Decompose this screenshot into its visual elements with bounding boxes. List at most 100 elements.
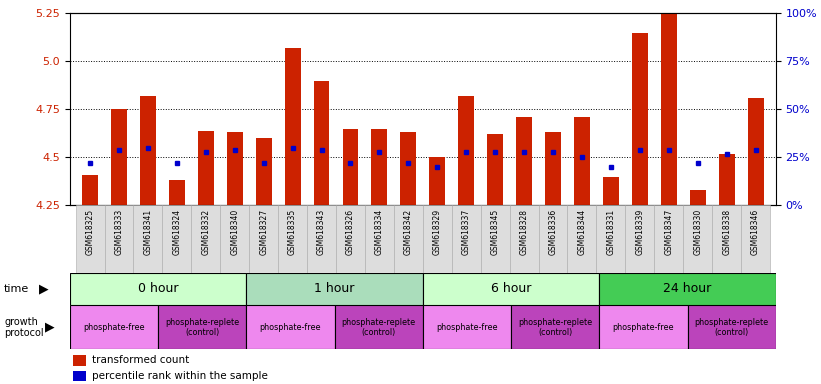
Bar [539, 205, 567, 273]
Bar [365, 205, 394, 273]
Text: GSM618328: GSM618328 [520, 209, 529, 255]
Text: GSM618336: GSM618336 [548, 209, 557, 255]
Text: GSM618335: GSM618335 [288, 209, 297, 255]
Bar [480, 205, 510, 273]
Bar [423, 273, 599, 305]
Bar [191, 205, 220, 273]
Bar [545, 132, 561, 205]
Text: GSM618346: GSM618346 [751, 209, 760, 255]
Bar [603, 177, 619, 205]
Bar [487, 134, 503, 205]
Bar [654, 205, 683, 273]
Text: GSM618340: GSM618340 [230, 209, 239, 255]
Bar [690, 190, 706, 205]
Bar [169, 180, 185, 205]
Text: 24 hour: 24 hour [663, 283, 712, 295]
Text: ▶: ▶ [45, 321, 55, 334]
Text: phosphate-replete
(control): phosphate-replete (control) [165, 318, 239, 337]
Text: 1 hour: 1 hour [314, 283, 355, 295]
Text: GSM618345: GSM618345 [491, 209, 500, 255]
Text: GSM618337: GSM618337 [461, 209, 470, 255]
Text: phosphate-free: phosphate-free [259, 323, 321, 332]
Bar [687, 305, 776, 349]
Text: GSM618333: GSM618333 [114, 209, 123, 255]
Bar [401, 132, 416, 205]
Bar [227, 132, 243, 205]
Bar [70, 273, 246, 305]
Bar [452, 205, 480, 273]
Bar [683, 205, 712, 273]
Bar [336, 205, 365, 273]
Bar [423, 205, 452, 273]
Bar [511, 305, 599, 349]
Bar [661, 13, 677, 205]
Bar [741, 205, 770, 273]
Text: GSM618331: GSM618331 [607, 209, 616, 255]
Bar [335, 305, 423, 349]
Bar [718, 154, 735, 205]
Bar [314, 81, 329, 205]
Text: GSM618332: GSM618332 [201, 209, 210, 255]
Text: percentile rank within the sample: percentile rank within the sample [93, 371, 268, 381]
Text: phosphate-free: phosphate-free [83, 323, 144, 332]
Text: phosphate-replete
(control): phosphate-replete (control) [518, 318, 592, 337]
Text: GSM618342: GSM618342 [404, 209, 413, 255]
Text: GSM618334: GSM618334 [375, 209, 384, 255]
Bar [134, 205, 163, 273]
Bar [278, 205, 307, 273]
Bar [246, 273, 423, 305]
Text: GSM618344: GSM618344 [577, 209, 586, 255]
Bar [73, 371, 86, 381]
Text: 0 hour: 0 hour [138, 283, 178, 295]
Text: GSM618341: GSM618341 [144, 209, 153, 255]
Text: GSM618343: GSM618343 [317, 209, 326, 255]
Text: growth
protocol: growth protocol [4, 316, 44, 338]
Text: GSM618326: GSM618326 [346, 209, 355, 255]
Text: GSM618330: GSM618330 [693, 209, 702, 255]
Bar [198, 131, 213, 205]
Text: time: time [4, 284, 30, 294]
Bar [516, 117, 532, 205]
Text: phosphate-free: phosphate-free [436, 323, 498, 332]
Text: transformed count: transformed count [93, 356, 190, 366]
Bar [158, 305, 246, 349]
Bar [599, 273, 776, 305]
Text: phosphate-replete
(control): phosphate-replete (control) [342, 318, 415, 337]
Bar [423, 305, 511, 349]
Bar [394, 205, 423, 273]
Bar [220, 205, 250, 273]
Bar [599, 305, 688, 349]
Bar [510, 205, 539, 273]
Text: GSM618329: GSM618329 [433, 209, 442, 255]
Text: GSM618327: GSM618327 [259, 209, 268, 255]
Bar [255, 138, 272, 205]
Text: 6 hour: 6 hour [491, 283, 531, 295]
Bar [82, 175, 98, 205]
Bar [307, 205, 336, 273]
Text: ▶: ▶ [39, 283, 48, 295]
Bar [111, 109, 127, 205]
Bar [429, 157, 445, 205]
Bar [712, 205, 741, 273]
Bar [250, 205, 278, 273]
Bar [458, 96, 475, 205]
Bar [70, 305, 158, 349]
Bar [246, 305, 335, 349]
Text: phosphate-free: phosphate-free [612, 323, 674, 332]
Bar [76, 205, 104, 273]
Bar [104, 205, 134, 273]
Bar [285, 48, 300, 205]
Bar [140, 96, 156, 205]
Bar [574, 117, 590, 205]
Bar [596, 205, 626, 273]
Text: GSM618325: GSM618325 [85, 209, 94, 255]
Bar [626, 205, 654, 273]
Text: GSM618324: GSM618324 [172, 209, 181, 255]
Text: GSM618338: GSM618338 [722, 209, 732, 255]
Text: GSM618347: GSM618347 [664, 209, 673, 255]
Text: GSM618339: GSM618339 [635, 209, 644, 255]
Bar [371, 129, 388, 205]
Bar [73, 355, 86, 366]
Text: phosphate-replete
(control): phosphate-replete (control) [695, 318, 768, 337]
Bar [163, 205, 191, 273]
